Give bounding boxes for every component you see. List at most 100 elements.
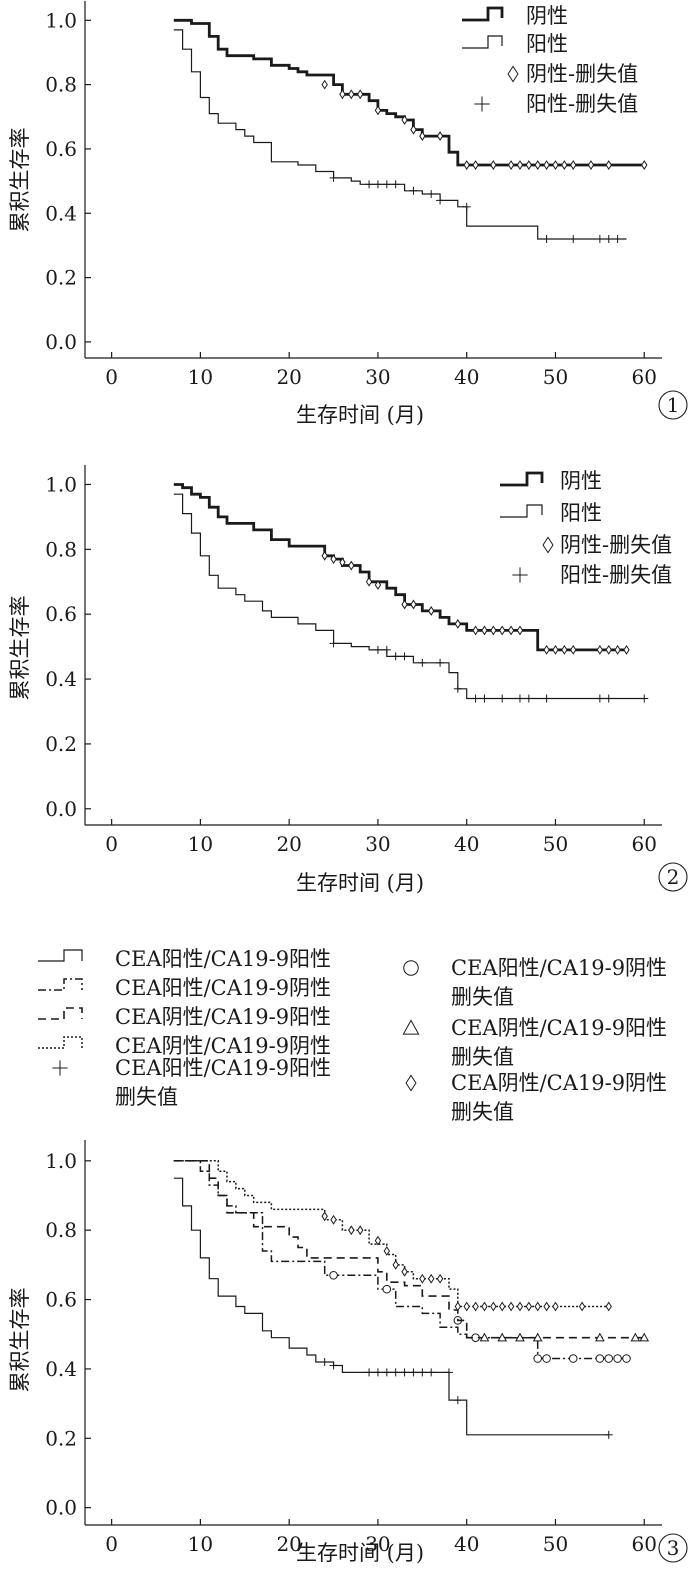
legend-label: 阳性	[526, 32, 568, 56]
censor-mark-pos	[569, 235, 578, 243]
censor-mark-neg	[374, 580, 382, 590]
y-tick-label: 0.0	[45, 1496, 77, 1520]
km-panel-3: 0.0 0.2 0.4 0.6 0.8 1.0 0 10 20 30 40 50 60 生存时间 (月) 累…	[8, 947, 688, 1565]
diamond-shape	[374, 580, 382, 590]
legend-line-pp	[38, 949, 83, 962]
diamond-shape	[348, 560, 355, 571]
diamond-shape	[570, 160, 577, 170]
y-axis-title: 累积生存率	[8, 128, 32, 233]
censor-mark-neg	[401, 115, 408, 125]
censor-mark-neg	[321, 79, 328, 90]
censor-mark-neg	[428, 606, 435, 616]
y-tick-label: 0.8	[45, 1218, 77, 1242]
censor-mark-nn	[428, 1273, 435, 1284]
triangle-shape	[595, 1332, 605, 1342]
censor-mark-pn	[622, 1354, 631, 1363]
survival-curve-pos	[173, 493, 645, 700]
censor-mark-pn	[613, 1354, 622, 1363]
survival-curve-np	[173, 1160, 645, 1339]
censor-mark-nn	[383, 1246, 391, 1256]
censor-mark-pp	[382, 1368, 391, 1377]
diamond-shape	[641, 160, 648, 170]
diamond-shape	[507, 1301, 515, 1312]
censor-mark-nn	[481, 1301, 488, 1312]
censor-mark-neg	[543, 644, 550, 655]
censor-mark-pp	[427, 1368, 436, 1377]
triangle-shape	[532, 1332, 543, 1342]
diamond-shape	[348, 1225, 355, 1236]
censor-mark-neg	[596, 644, 604, 655]
censor-mark-neg	[507, 625, 515, 636]
diamond-shape	[596, 644, 604, 655]
y-axis-title: 累积生存率	[8, 1288, 32, 1393]
censor-mark-neg	[401, 599, 408, 610]
y-tick-label: 0.6	[45, 602, 77, 626]
censor-mark-neg	[623, 644, 630, 655]
diamond-shape	[605, 644, 612, 655]
diamond-shape	[605, 1301, 612, 1312]
diamond-shape	[463, 1301, 470, 1312]
censor-mark-pos	[373, 645, 382, 654]
diamond-shape	[490, 160, 497, 170]
diamond-shape	[490, 625, 497, 636]
censor-mark-neg	[570, 160, 577, 170]
y-tick-label: 0.4	[45, 1357, 77, 1381]
diamond-shape	[330, 554, 337, 564]
diamond-shape	[463, 160, 470, 170]
censor-mark-neg	[543, 160, 550, 170]
censor-mark-pp	[329, 1361, 338, 1370]
x-tick-label: 60	[632, 1532, 657, 1556]
censor-mark-neg	[490, 160, 497, 170]
diamond-shape	[356, 89, 364, 100]
censor-mark-pos	[462, 202, 471, 211]
diamond-shape	[348, 89, 355, 100]
legend-marker-diamond	[542, 536, 554, 554]
censor-mark-pos	[542, 235, 551, 243]
y-tick-label: 0.2	[45, 732, 77, 756]
x-tick-label: 40	[454, 832, 479, 856]
x-tick-label: 0	[105, 1532, 118, 1556]
censor-mark-neg	[499, 625, 506, 636]
diamond-shape	[507, 160, 515, 170]
y-tick-label: 1.0	[45, 8, 77, 32]
censor-mark-nn	[578, 1301, 586, 1312]
y-tick-label: 0.8	[45, 73, 77, 97]
circle-shape	[622, 1354, 631, 1363]
circle-shape	[542, 1354, 551, 1363]
diamond-shape	[516, 625, 524, 636]
censor-mark-pp	[409, 1368, 418, 1377]
censor-mark-pp	[400, 1368, 409, 1377]
censor-mark-neg	[507, 160, 515, 170]
x-tick-label: 20	[276, 1532, 301, 1556]
legend-marker-circle	[403, 960, 419, 976]
x-tick-label: 40	[454, 1532, 479, 1556]
legend-label: CEA阴性/CA19-9阳性	[451, 1016, 667, 1040]
censor-mark-pos	[480, 694, 489, 703]
censor-mark-neg	[374, 105, 382, 116]
censor-mark-pp	[453, 1396, 462, 1405]
censor-mark-pos	[409, 186, 418, 195]
km-panel-1: 0.0 0.2 0.4 0.6 0.8 1.0 0 10 20 30 40 50 60 生存时间 (月) 累…	[8, 1, 688, 427]
censor-mark-neg	[339, 557, 346, 568]
censor-mark-pos	[391, 180, 400, 189]
censor-mark-pp	[320, 1357, 329, 1366]
diamond-shape	[428, 606, 435, 616]
x-tick-label: 20	[276, 365, 301, 389]
legend-marker-plus	[52, 1060, 68, 1076]
legend-line-pos	[462, 35, 503, 49]
x-axis-title: 生存时间 (月)	[296, 403, 424, 427]
diamond-shape	[507, 625, 515, 636]
diamond-shape	[499, 1301, 506, 1312]
diamond-shape	[410, 124, 417, 135]
censor-mark-neg	[516, 625, 524, 636]
censor-mark-neg	[490, 625, 497, 636]
diamond-shape	[614, 644, 621, 655]
y-axis-title: 累积生存率	[8, 596, 32, 701]
diamond-shape	[472, 1301, 479, 1312]
censor-mark-neg	[472, 625, 479, 636]
diamond-shape	[410, 599, 417, 610]
x-tick-label: 50	[543, 832, 568, 856]
y-tick-label: 0.2	[45, 1426, 77, 1450]
diamond-shape	[330, 1214, 337, 1225]
diamond-shape	[472, 625, 479, 636]
